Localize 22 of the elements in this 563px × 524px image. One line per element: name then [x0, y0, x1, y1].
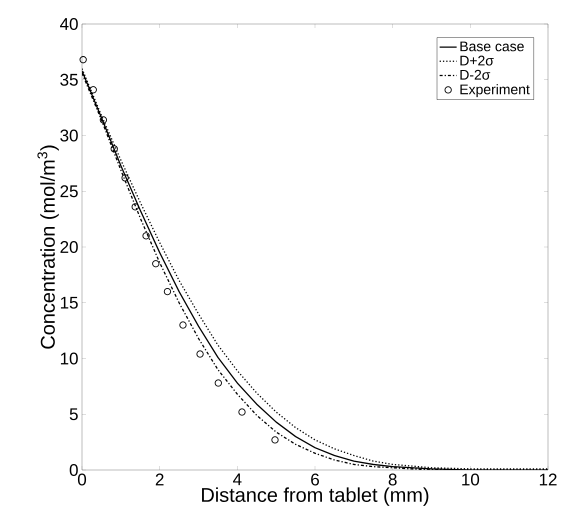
- x-tick-label: 12: [540, 474, 557, 486]
- y-tick-label: 5: [70, 408, 78, 420]
- legend-label: D+2σ: [460, 56, 494, 66]
- y-axis-title: Concentration (mol/m$^{3}$): [37, 146, 59, 349]
- x-tick-label: 6: [311, 474, 319, 486]
- y-tick-label: 40: [60, 18, 78, 30]
- y-tick-label: 30: [60, 130, 78, 142]
- y-tick-label: 10: [60, 352, 78, 364]
- y-tick-label: 35: [60, 74, 78, 86]
- x-tick-label: 8: [388, 474, 397, 486]
- x-tick-label: 0: [78, 474, 86, 486]
- x-tick-label: 10: [462, 474, 480, 486]
- legend-label: D-2σ: [460, 70, 490, 80]
- y-tick-label: 15: [60, 296, 78, 309]
- legend-label: Base case: [460, 42, 524, 52]
- x-tick-label: 2: [156, 474, 164, 486]
- x-axis-title: Distance from tablet (mm): [202, 487, 428, 506]
- legend-label: Experiment: [460, 84, 530, 98]
- y-tick-label: 20: [60, 241, 78, 253]
- y-tick-label: 0: [70, 464, 78, 476]
- y-tick-label: 25: [60, 185, 78, 198]
- x-tick-label: 4: [233, 474, 242, 486]
